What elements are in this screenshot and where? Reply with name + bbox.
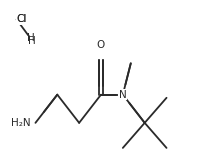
Text: H: H xyxy=(27,33,34,43)
Text: N: N xyxy=(119,90,127,100)
Text: Cl: Cl xyxy=(17,15,27,24)
Text: H: H xyxy=(28,36,35,46)
Text: H₂N: H₂N xyxy=(11,118,30,128)
Text: Cl: Cl xyxy=(17,15,27,24)
Text: O: O xyxy=(97,40,105,50)
